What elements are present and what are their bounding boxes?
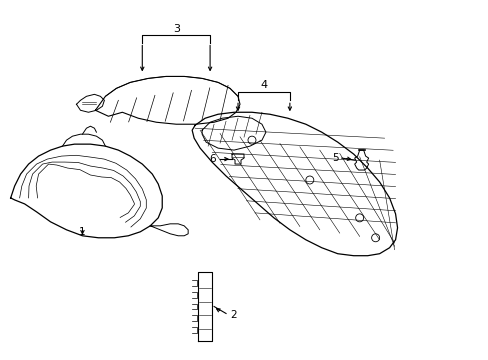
Text: 4: 4 bbox=[260, 80, 267, 90]
Polygon shape bbox=[76, 94, 104, 112]
Polygon shape bbox=[11, 144, 162, 238]
Polygon shape bbox=[198, 272, 212, 341]
Text: 1: 1 bbox=[79, 227, 85, 237]
Polygon shape bbox=[202, 116, 265, 150]
Polygon shape bbox=[95, 76, 240, 124]
Text: 2: 2 bbox=[230, 310, 237, 320]
Text: 5: 5 bbox=[332, 153, 338, 163]
Polygon shape bbox=[232, 154, 244, 164]
Text: 3: 3 bbox=[172, 24, 179, 33]
Polygon shape bbox=[354, 150, 368, 170]
Text: 6: 6 bbox=[208, 154, 215, 164]
Polygon shape bbox=[192, 112, 397, 256]
Polygon shape bbox=[150, 224, 188, 236]
